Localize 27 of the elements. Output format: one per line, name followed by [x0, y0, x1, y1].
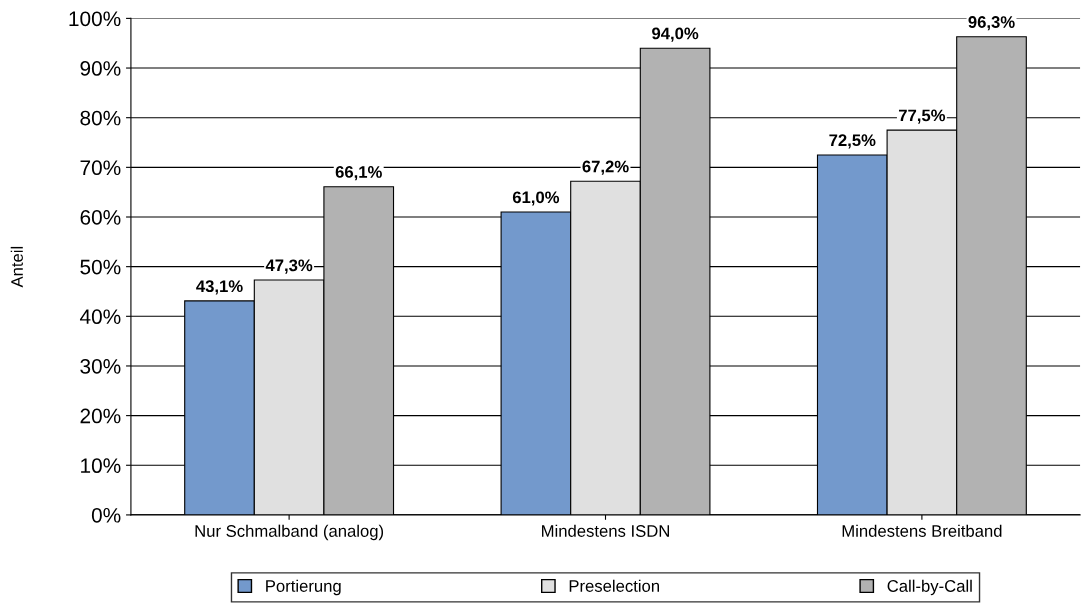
data-label: 96,3% — [968, 16, 1015, 31]
y-tick-label: 60% — [80, 210, 121, 225]
y-tick-label: 80% — [80, 110, 121, 126]
y-tick-label: 10% — [81, 458, 121, 474]
y-axis-title: Anteil — [10, 246, 23, 288]
data-label: 67,2% — [582, 160, 629, 175]
y-tick-label: 100% — [69, 11, 121, 27]
y-tick-label: 40% — [79, 309, 121, 325]
legend-label: Call-by-Call — [887, 579, 972, 596]
y-tick-label: 90% — [80, 61, 121, 76]
y-tick-label: 20% — [80, 408, 121, 424]
legend-label: Preselection — [569, 579, 659, 592]
legend-label: Portierung — [266, 579, 341, 596]
data-label: 94,0% — [652, 27, 699, 42]
y-tick-label: 0% — [91, 507, 121, 523]
data-label: 77,5% — [898, 109, 946, 124]
y-tick-label: 70% — [80, 160, 121, 176]
y-tick-label: 30% — [80, 358, 121, 374]
y-tick-label: 50% — [80, 259, 121, 275]
data-label: 43,1% — [196, 280, 243, 295]
data-label: 61,0% — [512, 191, 560, 206]
x-tick-label: Nur Schmalband (analog) — [195, 524, 384, 541]
data-label: 66,1% — [335, 166, 382, 181]
data-label: 47,3% — [265, 259, 313, 274]
data-label: 72,5% — [829, 134, 876, 149]
x-tick-label: Mindestens Breitband — [842, 524, 1002, 537]
x-tick-label: Mindestens ISDN — [542, 524, 669, 537]
